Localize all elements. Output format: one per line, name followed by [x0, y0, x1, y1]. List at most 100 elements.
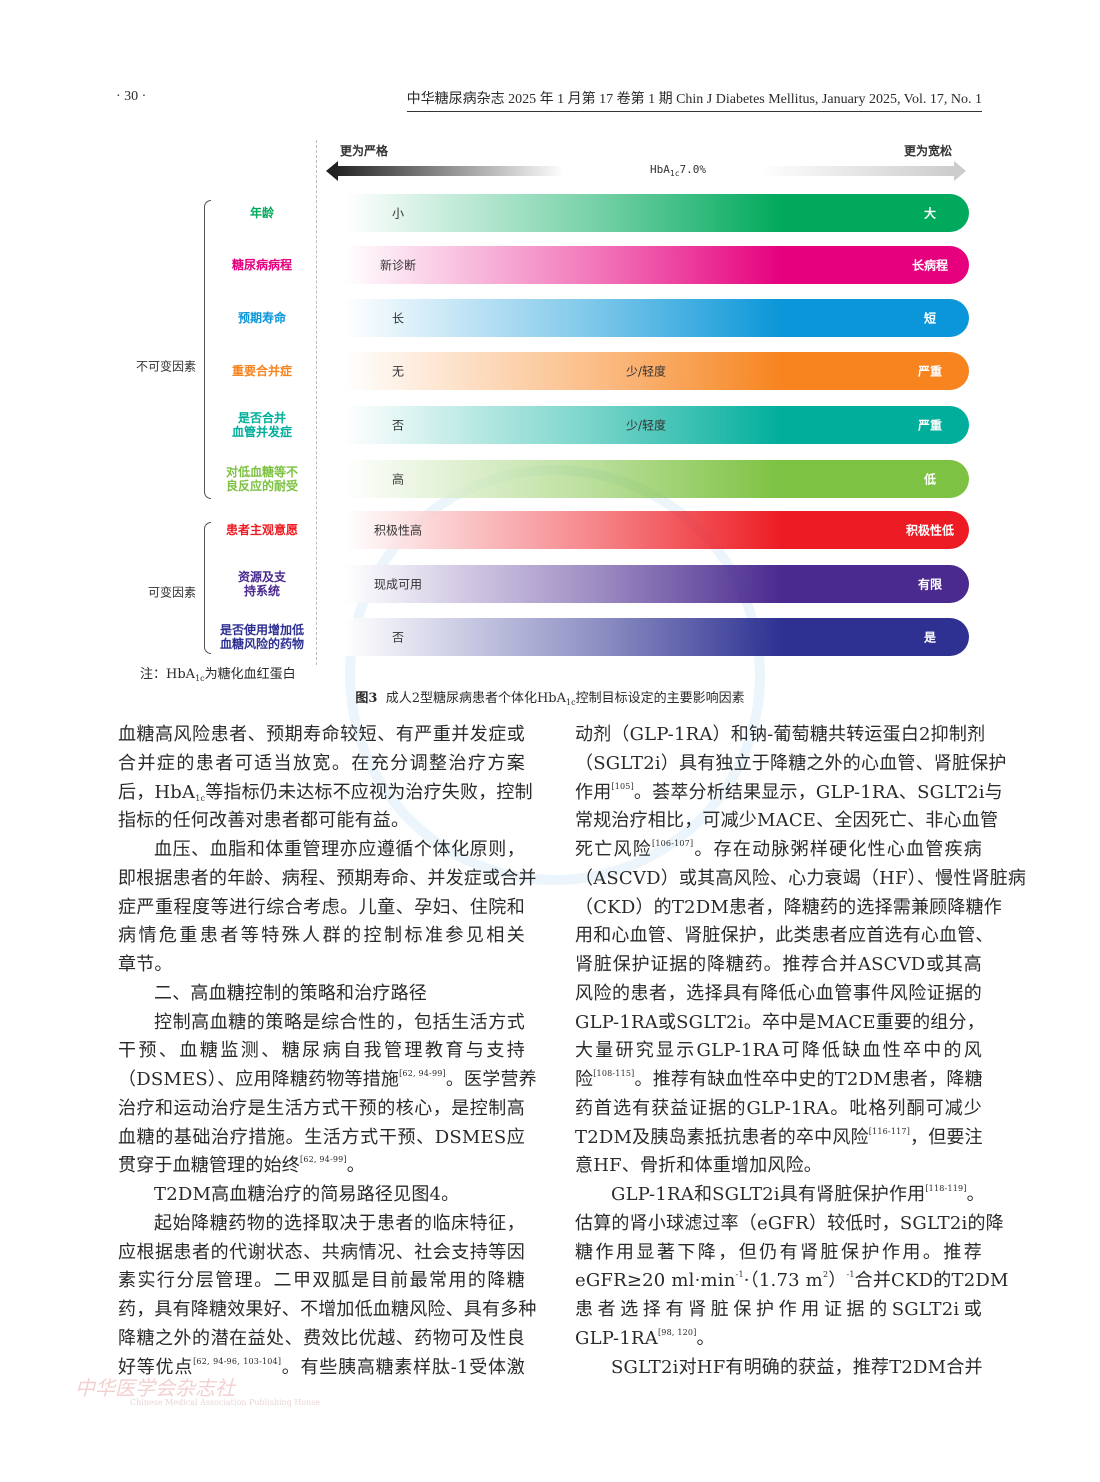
text-run: （ASCVD）或其高风险、心力衰竭（HF）、慢性肾脏病: [575, 867, 1027, 889]
text-run: ）: [828, 1270, 847, 1292]
text-run: 即根据患者的年龄、病程、预期寿命、并发症或合并: [118, 867, 537, 889]
citation: [116-117]: [868, 1126, 911, 1136]
text-run: 药，具有降糖效果好、不增加低血糖风险、具有多种: [118, 1299, 537, 1320]
text-line: T2DM及胰岛素抵抗患者的卒中风险[116-117]，但要注: [575, 1123, 983, 1152]
factor-label: 年龄: [250, 206, 274, 220]
factor-bar: [345, 618, 969, 656]
bar-right-label: 短: [923, 311, 937, 326]
factor-label-line: 持系统: [243, 584, 281, 598]
text-run: 肾脏保护证据的降糖药。推荐合并ASCVD或其高: [575, 954, 982, 975]
text-run: 控制高血糖的策略是综合性的，包括生活方式: [154, 1011, 525, 1033]
text-run: 。推荐有缺血性卒中史的T2DM患者，降糖: [634, 1069, 983, 1090]
text-line: 动剂（GLP-1RA）和钠-葡萄糖共转运蛋白2抑制剂: [575, 720, 985, 749]
factor-label-line: 良反应的耐受: [225, 479, 299, 493]
factor-label: 预期寿命: [238, 311, 286, 325]
text-line: 大量研究显示GLP-1RA可降低缺血性卒中的风: [575, 1036, 982, 1065]
text-run: 作用: [575, 781, 612, 803]
bar-mid-label: 少/轻度: [625, 418, 667, 433]
text-run: 。荟萃分析结果显示，GLP-1RA、SGLT2i与: [633, 781, 1003, 803]
citation: [106-107]: [652, 839, 694, 848]
subscript: 1c: [195, 793, 206, 803]
text-line: 血压、血脂和体重管理亦应遵循个体化原则，: [118, 835, 525, 864]
text-run: 合并CKD的T2DM: [854, 1270, 1009, 1292]
text-run: 风险的患者，选择具有降低心血管事件风险证据的: [575, 982, 982, 1004]
text-line: 糖作用显著下降，但仍有肾脏保护作用。推荐: [575, 1238, 982, 1267]
factor-label-line: 血管并发症: [231, 425, 293, 439]
text-run: 患者选择有肾脏保护作用证据的SGLT2i或: [575, 1299, 982, 1320]
bar-right-label: 长病程: [911, 258, 949, 273]
citation: [62, 94-99]: [399, 1069, 446, 1078]
bar-left-label: 小: [391, 206, 405, 221]
text-run: 好等优点: [118, 1356, 194, 1378]
text-run: （SGLT2i）具有独立于降糖之外的心血管、肾脏保护: [575, 752, 1007, 774]
group-immutable-factors: 不可变因素: [136, 359, 197, 374]
text-run: 估算的肾小球滤过率（eGFR）较低时，SGLT2i的降: [575, 1212, 1004, 1234]
text-run: 起始降糖药物的选择取决于患者的临床特征，: [154, 1212, 525, 1234]
page-number: · 30 ·: [116, 89, 147, 104]
text-run: 死亡风险: [575, 839, 652, 860]
citation: -1: [735, 1270, 744, 1280]
text-line: 起始降糖药物的选择取决于患者的临床特征，: [118, 1209, 525, 1238]
factor-label: 糖尿病病程: [232, 258, 292, 272]
text-line: （ASCVD）或其高风险、心力衰竭（HF）、慢性肾脏病: [575, 864, 1026, 893]
text-run: （DSMES）、应用降糖药物等措施: [118, 1069, 400, 1090]
bar-left-label: 新诊断: [379, 258, 417, 273]
text-line: 患者选择有肾脏保护作用证据的SGLT2i或: [575, 1295, 982, 1324]
divider-line: [316, 140, 317, 665]
factor-label: 患者主观意愿: [226, 523, 298, 537]
text-line: 作用[105]。荟萃分析结果显示，GLP-1RA、SGLT2i与: [575, 778, 1003, 807]
text-run: ，但要注: [910, 1126, 983, 1148]
stricter-label: 更为严格: [340, 144, 389, 158]
text-line: 控制高血糖的策略是综合性的，包括生活方式: [118, 1008, 525, 1037]
bar-right-label: 严重: [917, 418, 943, 433]
running-header: 中华糖尿病杂志 2025 年 1 月第 17 卷第 1 期 Chin J Dia…: [406, 88, 982, 112]
text-run: 贯穿于血糖管理的始终: [118, 1155, 300, 1177]
text-line: （CKD）的T2DM患者，降糖药的选择需兼顾降糖作: [575, 893, 1002, 922]
factor-label: 重要合并症: [232, 364, 292, 378]
factor-bar: [345, 511, 969, 549]
text-line: 好等优点[62, 94-96, 103-104]。有些胰高糖素样肽-1受体激: [118, 1353, 525, 1382]
text-line: GLP-1RA或SGLT2i。卒中是MACE重要的组分，: [575, 1008, 985, 1037]
text-run: T2DM高血糖治疗的简易路径见图4。: [154, 1184, 460, 1205]
factor-bar: [345, 352, 969, 390]
text-run: SGLT2i对HF有明确的获益，推荐T2DM合并: [611, 1356, 983, 1378]
text-line: 用和心血管、肾脏保护，此类患者应首选有心血管、: [575, 921, 993, 950]
figure-note: 注：HbA1c为糖化血红蛋白: [140, 667, 296, 683]
text-line: 药，具有降糖效果好、不增加低血糖风险、具有多种: [118, 1295, 536, 1324]
bar-mid-label: 少/轻度: [625, 364, 667, 379]
text-line: eGFR≥20 ml·min-1·（1.73 m2）-1合并CKD的T2DM: [575, 1266, 1008, 1295]
text-line: 指标的任何改善对患者都可能有益。: [118, 806, 525, 835]
arrow-right-icon: [954, 161, 966, 181]
text-run: 用和心血管、肾脏保护，此类患者应首选有心血管、: [575, 925, 994, 947]
text-run: 。: [346, 1155, 365, 1177]
text-line: （SGLT2i）具有独立于降糖之外的心血管、肾脏保护: [575, 749, 1006, 778]
text-line: 药首选有获益证据的GLP-1RA。吡格列酮可减少: [575, 1094, 982, 1123]
bar-left-label: 长: [391, 311, 405, 326]
text-run: 症严重程度等进行综合考虑。儿童、孕妇、住院和: [118, 896, 525, 918]
text-line: 死亡风险[106-107]。存在动脉粥样硬化性心血管疾病: [575, 835, 982, 864]
figure-caption: 图3 成人2型糖尿病患者个体化HbA1c控制目标设定的主要影响因素: [355, 691, 745, 707]
factor-label-line: 重要合并症: [231, 364, 293, 378]
bar-right-label: 低: [923, 472, 937, 487]
text-line: 症严重程度等进行综合考虑。儿童、孕妇、住院和: [118, 893, 525, 922]
bar-right-label: 大: [923, 206, 937, 221]
citation: [105]: [611, 781, 634, 791]
text-line: 常规治疗相比，可减少MACE、全因死亡、非心血管: [575, 806, 998, 835]
factor-label-line: 年龄: [249, 206, 275, 220]
text-line: 意HF、骨折和体重增加风险。: [575, 1151, 982, 1180]
text-run: 等指标仍未达标不应视为治疗失败，控制: [205, 781, 533, 803]
factor-label-line: 血糖风险的药物: [219, 637, 305, 651]
text-line: 病情危重患者等特殊人群的控制标准参见相关: [118, 921, 525, 950]
bar-left-label: 无: [391, 364, 405, 379]
text-line: 治疗和运动治疗是生活方式干预的核心，是控制高: [118, 1094, 525, 1123]
citation: [108-115]: [593, 1069, 635, 1078]
text-run: eGFR≥20 ml·min: [575, 1270, 736, 1292]
factor-label: 对低血糖等不 良反应的耐受: [226, 465, 298, 493]
text-line: 险[108-115]。推荐有缺血性卒中史的T2DM患者，降糖: [575, 1065, 983, 1094]
text-line: （DSMES）、应用降糖药物等措施[62, 94-99]。医学营养: [118, 1065, 537, 1094]
text-line: GLP-1RA和SGLT2i具有肾脏保护作用[118-119]。: [575, 1180, 985, 1209]
bar-left-label: 否: [391, 418, 405, 433]
citation: [62, 94-99]: [300, 1155, 347, 1165]
factor-bar: [345, 460, 969, 498]
text-run: 应根据患者的代谢状态、共病情况、社会支持等因: [118, 1241, 525, 1263]
